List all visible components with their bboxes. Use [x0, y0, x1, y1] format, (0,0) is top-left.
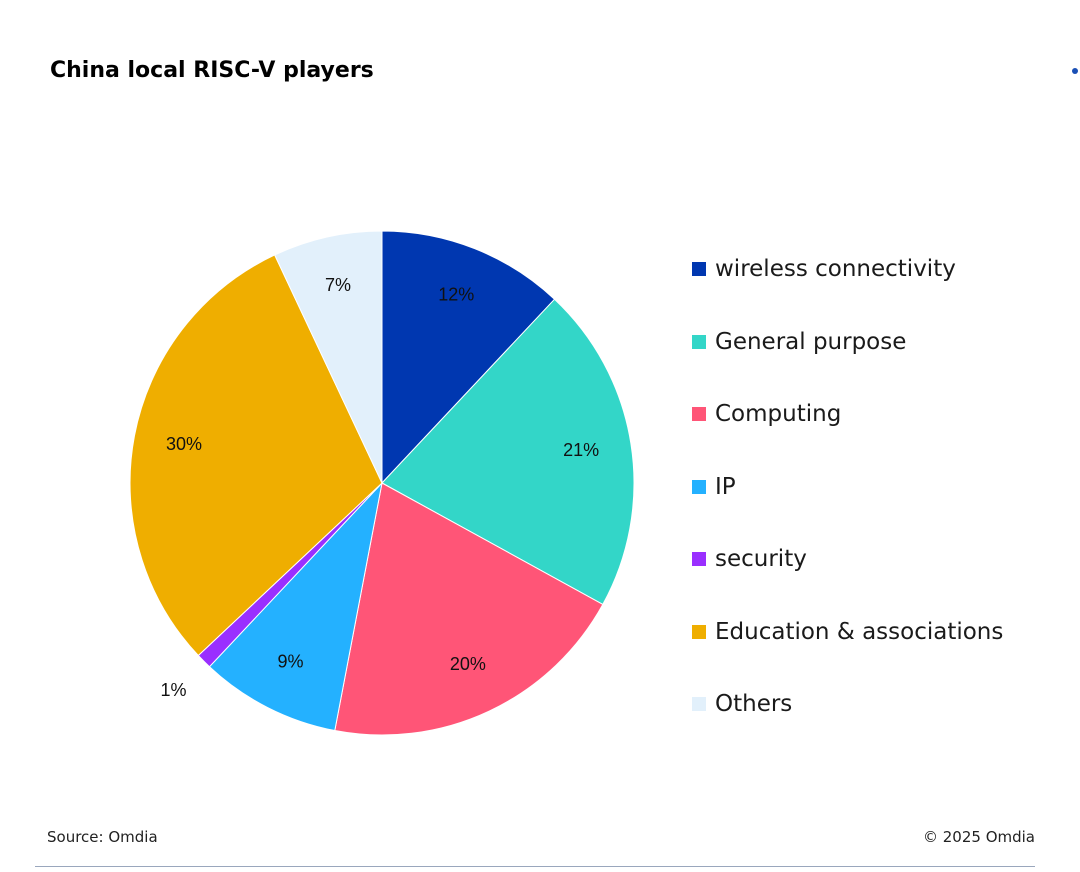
pie-slice-computing	[334, 482, 604, 736]
pie-slices	[129, 230, 635, 736]
legend-item-education-and-associations: Education & associations	[692, 617, 1003, 647]
legend-label: wireless connectivity	[715, 256, 956, 282]
legend-label: Others	[715, 691, 793, 717]
pie-slice-ip	[208, 481, 383, 732]
data-label-education-and-associations: 30%	[166, 434, 202, 454]
corner-bullet-dot	[1072, 68, 1078, 74]
pie-slice-general-purpose	[381, 298, 635, 606]
legend-swatch	[692, 407, 706, 421]
legend-swatch	[692, 334, 706, 349]
pie-slice-education-and-associations	[129, 254, 383, 657]
data-label-wireless-connectivity: 12%	[438, 284, 474, 304]
legend-label: security	[715, 546, 807, 572]
data-label-others: 7%	[325, 275, 351, 295]
data-label-computing: 20%	[450, 654, 486, 674]
copyright-note: © 2025 Omdia	[922, 828, 1035, 846]
data-label-ip: 9%	[277, 651, 303, 671]
legend-item-computing: Computing	[692, 399, 841, 429]
pie-slice-wireless-connectivity	[381, 230, 556, 485]
legend-swatch	[692, 624, 706, 639]
legend-label: Computing	[715, 401, 842, 427]
legend-swatch	[692, 262, 706, 276]
legend-item-ip: IP	[692, 472, 736, 502]
legend-item-general-purpose: General purpose	[692, 327, 906, 357]
data-label-security: 1%	[161, 680, 187, 700]
footer-divider	[35, 866, 1035, 867]
legend-item-wireless-connectivity: wireless connectivity	[692, 254, 956, 284]
legend-swatch	[692, 697, 706, 711]
legend-swatch	[692, 552, 706, 566]
pie-slice-others	[274, 230, 383, 484]
legend-item-security: security	[692, 544, 807, 574]
legend-item-others: Others	[692, 689, 792, 719]
legend-swatch	[692, 479, 706, 494]
pie-data-labels: 12% 21% 20% 9% 1% 30% 7%	[161, 275, 600, 700]
chart-legend: wireless connectivity General purpose Comp…	[692, 254, 1072, 734]
data-label-general-purpose: 21%	[563, 440, 599, 460]
legend-label: General purpose	[715, 328, 907, 355]
chart-title: China local RISC-V players	[50, 58, 374, 83]
legend-label: Education & associations	[715, 618, 1004, 645]
source-note: Source: Omdia	[47, 828, 158, 846]
legend-label: IP	[715, 473, 736, 500]
